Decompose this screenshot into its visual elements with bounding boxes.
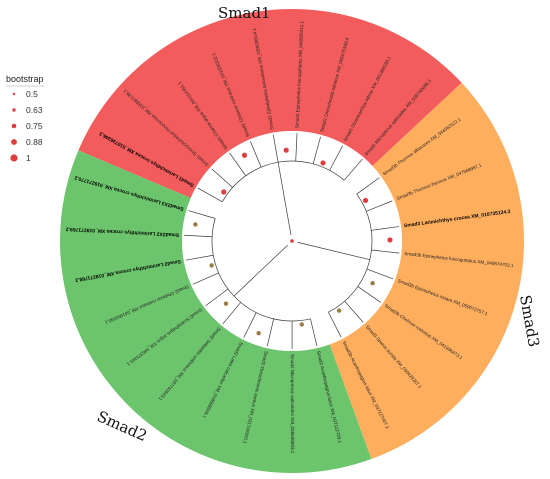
bootstrap-node — [221, 189, 227, 195]
bootstrap-node — [193, 222, 198, 227]
terminal-branch — [343, 158, 363, 181]
leaf-label: Smad1 Epinephelus fuscoguttatus XM_04958… — [294, 20, 304, 128]
clade-stem — [233, 244, 288, 297]
legend-label: 0.88 — [26, 137, 43, 147]
legend-title: bootstrap — [6, 74, 44, 84]
terminal-branch — [250, 141, 262, 168]
terminal-branch — [266, 318, 275, 347]
bootstrap-node — [370, 280, 375, 286]
terminal-branch — [371, 249, 400, 254]
terminal-branch — [371, 226, 400, 231]
legend-label: 0.5 — [26, 89, 38, 99]
terminal-branch — [310, 318, 318, 347]
bootstrap-node — [336, 308, 342, 313]
clade-stem — [297, 242, 370, 261]
terminal-branch — [185, 254, 214, 261]
terminal-branch — [295, 133, 298, 162]
terminal-branch — [229, 152, 247, 176]
clade-stem — [277, 162, 292, 236]
terminal-branch — [197, 187, 223, 203]
clade-sector-smad1 — [78, 9, 462, 199]
legend-label: 0.75 — [26, 121, 43, 131]
legend-dot — [12, 108, 16, 112]
bootstrap-legend: bootstrap 0.5 0.63 0.75 0.88 1 — [6, 74, 44, 163]
clade-sector-smad3 — [329, 82, 524, 460]
terminal-branch — [366, 200, 393, 212]
bootstrap-node — [256, 330, 261, 336]
tree-branches — [184, 133, 400, 350]
leaf-label: Smad2 Micropterus salmoides XM_038696893… — [290, 354, 295, 454]
legend-label: 0.63 — [26, 105, 43, 115]
clade-sector-smad2 — [59, 150, 372, 473]
bootstrap-node — [320, 160, 326, 166]
terminal-branch — [205, 288, 229, 307]
legend-dot — [12, 92, 16, 96]
clade-sectors — [59, 9, 524, 473]
clade-title-smad3: Smad3 — [516, 294, 543, 349]
terminal-branch — [243, 312, 257, 338]
terminal-branch — [366, 268, 394, 280]
legend-dot — [10, 154, 18, 162]
terminal-branch — [356, 177, 380, 195]
legend-dot — [11, 123, 17, 129]
terminal-branch — [344, 300, 364, 323]
terminal-branch — [188, 210, 216, 219]
root-node — [290, 239, 294, 243]
legend-dot — [11, 139, 17, 145]
bootstrap-node — [387, 237, 393, 243]
bootstrap-nodes — [193, 147, 393, 336]
terminal-branch — [192, 272, 219, 285]
terminal-branch — [328, 312, 342, 338]
terminal-branch — [312, 136, 321, 164]
terminal-branch — [329, 145, 344, 171]
bootstrap-node — [362, 197, 369, 204]
terminal-branch — [211, 168, 233, 188]
clade-title-smad1: Smad1 — [218, 4, 271, 22]
bootstrap-node — [299, 322, 305, 327]
terminal-branch — [184, 234, 213, 238]
bootstrap-node — [283, 147, 289, 153]
bootstrap-node — [209, 263, 214, 268]
terminal-branch — [357, 286, 382, 303]
bootstrap-node — [223, 301, 229, 306]
terminal-branch — [272, 134, 279, 163]
terminal-branch — [222, 302, 242, 325]
bootstrap-node — [241, 152, 248, 158]
legend-label: 1 — [26, 153, 31, 163]
